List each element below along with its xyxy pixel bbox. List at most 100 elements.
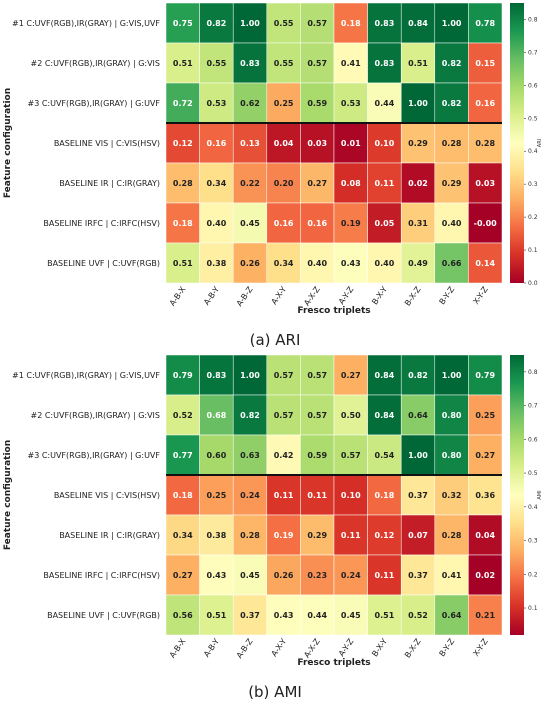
heatmap-cell [367,42,402,84]
row-label: BASELINE IR | C:IR(GRAY) [59,531,160,540]
heatmap-cell [300,354,335,396]
cell-value: 0.43 [274,611,294,620]
heatmap-cell [165,354,200,396]
column-label: A-B-Y [202,285,221,307]
column-label: A-X-Z [302,637,322,660]
heatmap-cell [434,474,469,516]
cell-value: 0.28 [240,531,260,540]
heatmap-cell [367,434,402,476]
cell-value: 0.18 [341,19,361,28]
cell-value: 0.27 [307,179,327,188]
cell-value: 1.00 [442,371,462,380]
heatmap-cell [165,554,200,596]
cell-value: 0.04 [274,139,294,148]
ari-heatmap: #1 C:UVF(RGB),IR(GRAY) | G:VIS,UVF 0.75 0.… [3,2,543,349]
colorbar-tick-label: 0.7 [528,403,538,410]
cell-value: 0.82 [240,411,260,420]
cell-value: 0.24 [341,571,361,580]
cell-value: 0.24 [240,491,260,500]
cell-value: 0.66 [442,259,462,268]
column-label: B-X-Z [403,285,423,308]
cell-value: 0.11 [375,179,395,188]
cell-value: 0.29 [408,139,428,148]
colorbar-tick-label: 0.3 [528,538,538,545]
cell-value: 0.78 [475,19,495,28]
heatmap-cell [300,394,335,436]
cell-value: 0.27 [173,571,193,580]
colorbar-tick-label: 0.0 [528,280,538,287]
cell-value: 0.31 [408,219,428,228]
cell-value: 0.51 [173,59,193,68]
heatmap-cell [468,82,503,124]
cell-value: 0.57 [274,411,294,420]
heatmap-cell [333,202,368,244]
heatmap-cell [300,434,335,476]
heatmap-cell [165,474,200,516]
cell-value: 0.57 [307,59,327,68]
cell-value: 0.34 [274,259,294,268]
cell-value: 0.03 [307,139,327,148]
heatmap-cell [300,2,335,44]
figure-caption: (a) ARI [250,331,301,349]
colorbar-tick-label: 0.3 [528,181,538,188]
cell-value: 0.55 [274,59,294,68]
heatmap-cell [333,514,368,556]
heatmap-cell [367,242,402,284]
cell-value: 0.82 [442,59,462,68]
cell-value: 0.54 [375,451,395,460]
cell-value: 0.55 [207,59,227,68]
heatmap-cell [333,242,368,284]
heatmap-cell [199,42,234,84]
cell-value: -0.00 [474,219,497,228]
heatmap-cell [333,474,368,516]
cell-value: 0.19 [341,219,361,228]
cell-value: 0.50 [341,411,361,420]
column-label: A-X-Z [302,285,322,308]
cell-value: 1.00 [442,19,462,28]
heatmap-cell [468,474,503,516]
cell-value: 0.83 [375,19,395,28]
heatmap-cell [400,122,436,164]
heatmap-cell [367,594,402,636]
column-label: A-B-Y [202,637,221,659]
heatmap-cell [400,554,436,596]
colorbar-tick-label: 0.2 [528,571,538,578]
heatmap-cell [434,242,469,284]
heatmap-cell [266,2,301,44]
cell-value: 0.84 [408,19,428,28]
cell-value: 0.40 [442,219,462,228]
cell-value: 0.77 [173,451,193,460]
heatmap-cell [434,202,469,244]
heatmap-cell [266,594,301,636]
heatmap-cell [468,434,503,476]
column-label: A-Y-Z [337,285,356,307]
row-label: #3 C:UVF(RGB),IR(GRAY) | G:UVF [27,99,160,108]
heatmap-cell [468,162,503,204]
cell-value: 0.45 [240,219,260,228]
heatmap-cell [165,2,200,44]
cell-value: 0.28 [442,531,462,540]
cell-value: 0.16 [475,99,495,108]
heatmap-cell [333,594,368,636]
cell-value: 0.16 [207,139,227,148]
cell-value: 0.62 [240,99,260,108]
heatmap-cell [300,82,335,124]
cell-value: 0.41 [442,571,462,580]
cell-value: 0.19 [274,531,294,540]
heatmap-cell [165,242,200,284]
heatmap-cell [400,354,436,396]
column-label: A-B-Z [235,285,255,308]
cell-value: 1.00 [240,371,260,380]
cell-value: 0.10 [375,139,395,148]
ami-figure: #1 C:UVF(RGB),IR(GRAY) | G:VIS,UVF 0.79 0.… [0,352,550,705]
cell-value: 0.83 [240,59,260,68]
column-label: B-X-Z [403,637,423,660]
colorbar-tick-label: 0.5 [528,470,538,477]
row-label: BASELINE IRFC | C:IRFC(HSV) [43,219,160,228]
heatmap-cell [165,202,200,244]
heatmap-cell [333,554,368,596]
cell-value: 0.53 [341,99,361,108]
colorbar-tick-label: 0.8 [528,16,538,23]
x-axis-title: Fresco triplets [297,658,370,668]
cell-value: 0.11 [274,491,294,500]
